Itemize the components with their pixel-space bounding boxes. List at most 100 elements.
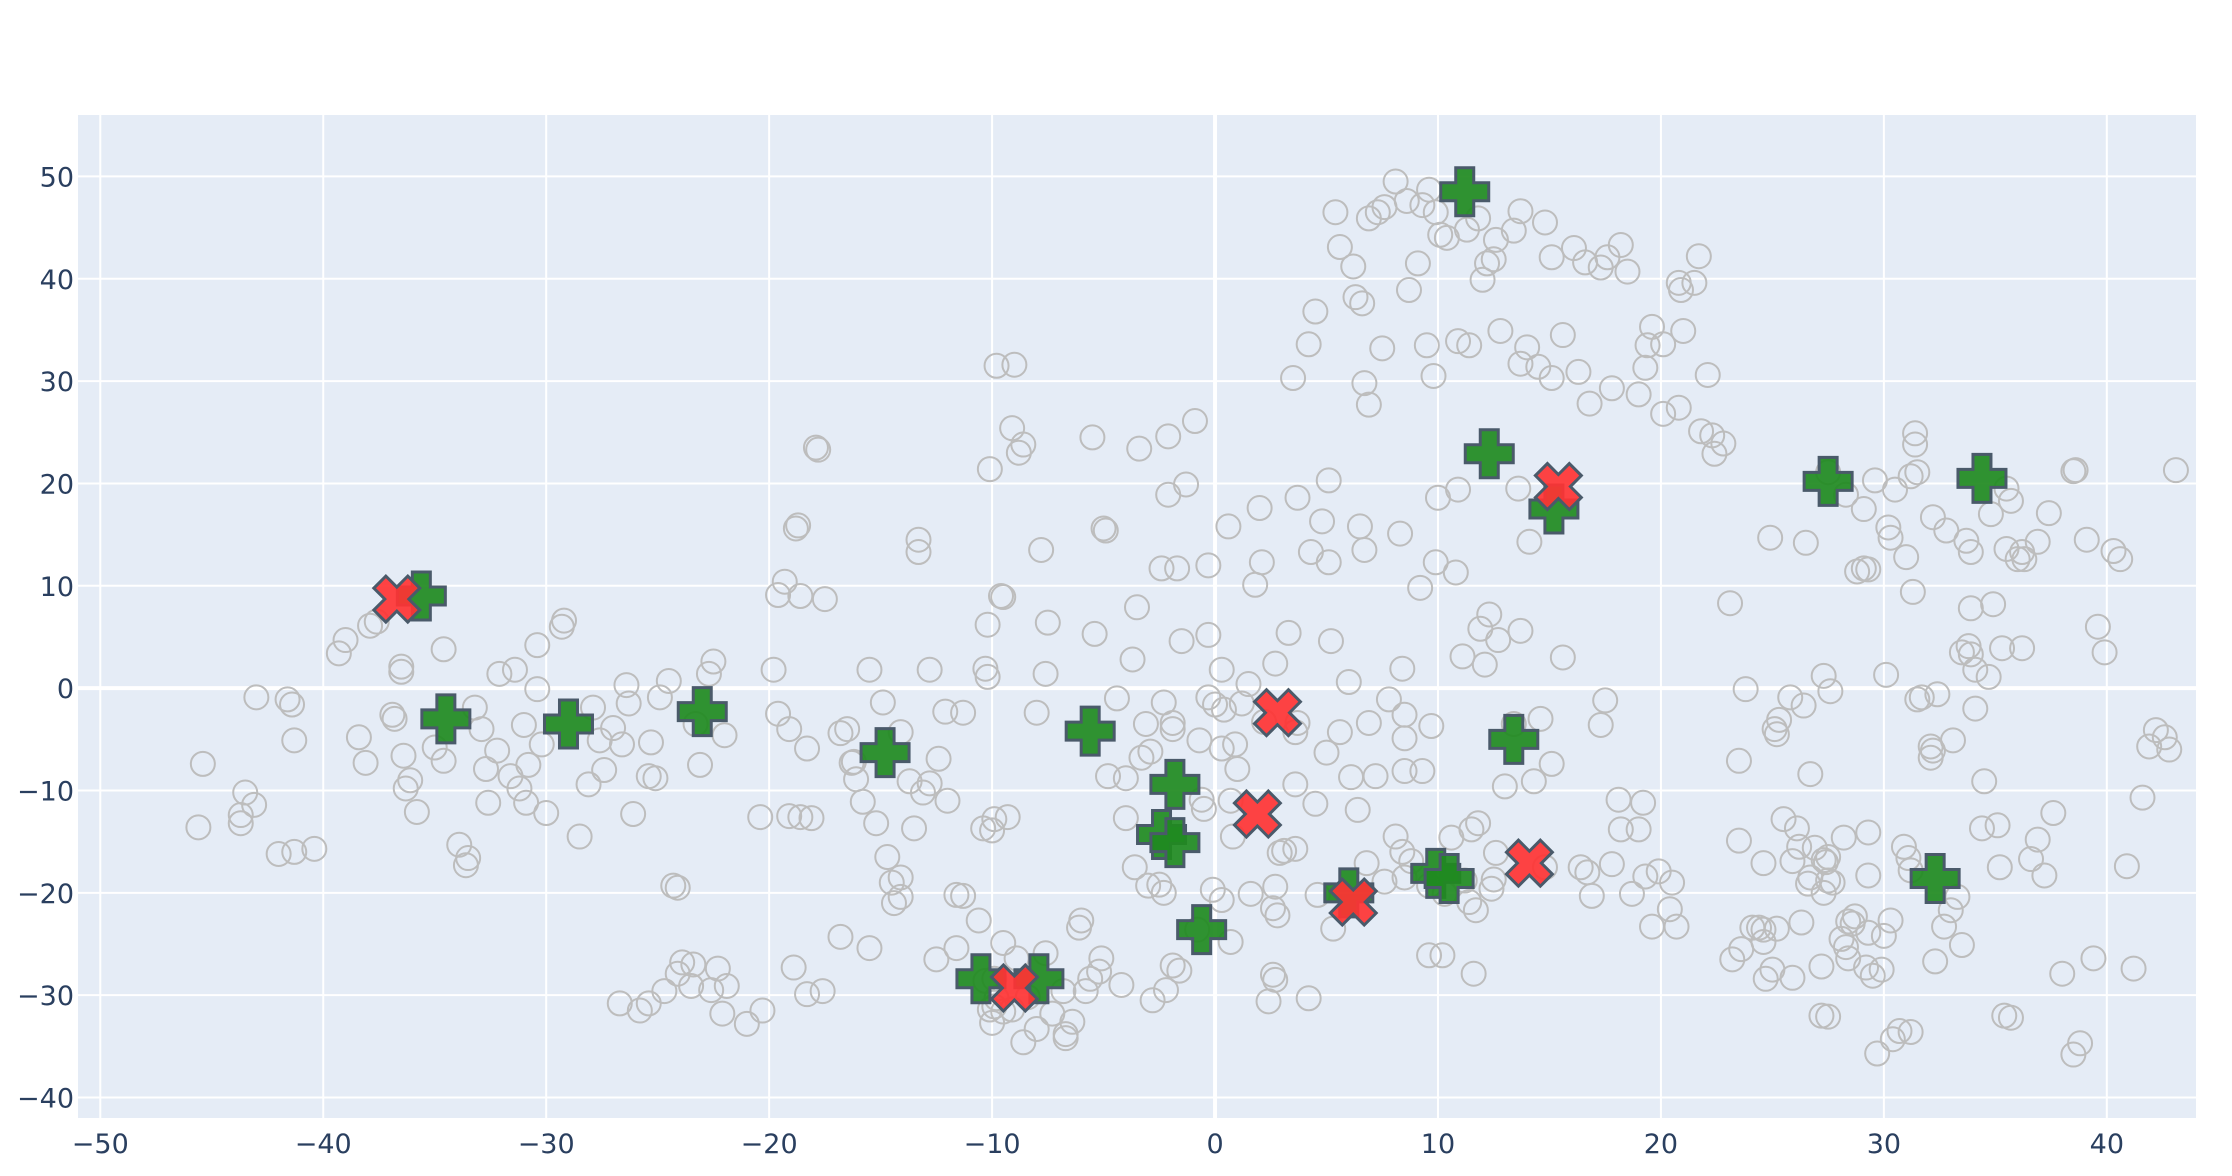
- data-point: [2142, 717, 2169, 744]
- data-point: [637, 729, 664, 756]
- data-point: [709, 1000, 736, 1027]
- y-tick-label: 40: [40, 265, 74, 296]
- data-point: [974, 611, 1001, 638]
- data-point: [1413, 332, 1440, 359]
- data-point: [655, 667, 682, 694]
- data-point: [388, 653, 415, 680]
- data-point: [733, 1010, 760, 1037]
- green-cross-marker: [1909, 853, 1961, 905]
- data-point: [1068, 907, 1095, 934]
- data-point: [241, 791, 268, 818]
- data-point: [1228, 690, 1255, 717]
- green-cross-marker: [420, 693, 472, 745]
- data-point: [1262, 650, 1289, 677]
- data-point: [1902, 431, 1929, 458]
- data-point: [524, 676, 551, 703]
- red-x-marker: [1252, 687, 1303, 738]
- data-point: [1592, 687, 1619, 714]
- y-tick-label: 30: [40, 367, 74, 398]
- data-point: [1181, 408, 1208, 435]
- data-point: [1351, 370, 1378, 397]
- y-tick-label: −20: [17, 879, 74, 910]
- data-point: [1841, 903, 1868, 930]
- data-point: [1271, 837, 1298, 864]
- green-cross-marker: [1802, 455, 1854, 507]
- data-point: [1810, 662, 1837, 689]
- data-point: [856, 935, 883, 962]
- data-point: [1788, 909, 1815, 936]
- data-point: [1335, 669, 1362, 696]
- data-point: [1632, 354, 1659, 381]
- data-point: [1465, 205, 1492, 232]
- data-point: [1295, 331, 1322, 358]
- data-point: [345, 724, 372, 751]
- data-point: [794, 981, 821, 1008]
- data-point: [1482, 226, 1509, 253]
- data-point: [421, 734, 448, 761]
- data-point: [1052, 1025, 1079, 1052]
- data-point: [1152, 977, 1179, 1004]
- data-point: [1933, 517, 1960, 544]
- data-point: [2136, 733, 2163, 760]
- data-point: [1023, 1015, 1050, 1042]
- data-point: [1001, 351, 1028, 378]
- data-point: [1732, 676, 1759, 703]
- data-point: [1344, 796, 1371, 823]
- data-point: [1429, 942, 1456, 969]
- data-point: [1416, 942, 1443, 969]
- data-point: [600, 715, 627, 742]
- data-point: [1139, 987, 1166, 1014]
- data-point: [357, 612, 384, 639]
- data-point: [1719, 946, 1746, 973]
- data-point: [1235, 671, 1262, 698]
- y-tick-label: 20: [40, 469, 74, 500]
- data-point: [1630, 789, 1657, 816]
- data-point: [608, 731, 635, 758]
- data-point: [760, 656, 787, 683]
- data-point: [934, 787, 961, 814]
- data-point: [2129, 784, 2156, 811]
- data-point: [1095, 763, 1122, 790]
- data-point: [620, 801, 647, 828]
- data-point: [776, 716, 803, 743]
- data-point: [695, 660, 722, 687]
- red-x-markers: [371, 461, 1584, 1014]
- data-point: [1391, 701, 1418, 728]
- data-point: [1514, 334, 1541, 361]
- data-point: [747, 804, 774, 831]
- data-point: [1208, 656, 1235, 683]
- data-point: [403, 798, 430, 825]
- data-point: [785, 512, 812, 539]
- green-cross-marker: [1149, 758, 1201, 810]
- data-point: [452, 852, 479, 879]
- data-point: [1121, 854, 1148, 881]
- data-point: [1725, 747, 1752, 774]
- red-x-marker: [1232, 788, 1283, 840]
- data-point: [1576, 390, 1603, 417]
- data-point: [700, 648, 727, 675]
- data-point: [2031, 862, 2058, 889]
- data-point: [2040, 800, 2067, 827]
- data-point: [1875, 514, 1902, 541]
- data-point: [1797, 761, 1824, 788]
- data-point: [1832, 934, 1859, 961]
- data-point: [642, 765, 669, 792]
- data-point: [1195, 552, 1222, 579]
- data-point: [780, 954, 807, 981]
- data-point: [591, 757, 618, 784]
- data-point: [713, 972, 740, 999]
- data-point: [950, 882, 977, 909]
- data-point: [1859, 962, 1886, 989]
- data-point: [1420, 362, 1447, 389]
- data-point: [776, 803, 803, 830]
- data-point: [1587, 711, 1614, 738]
- data-point: [2084, 613, 2111, 640]
- data-point: [1079, 424, 1106, 451]
- data-point: [1369, 335, 1396, 362]
- data-point: [834, 716, 861, 743]
- data-point: [1456, 332, 1483, 359]
- data-point: [1237, 880, 1264, 907]
- data-point: [1262, 873, 1289, 900]
- data-point: [279, 691, 306, 718]
- data-point: [1598, 375, 1625, 402]
